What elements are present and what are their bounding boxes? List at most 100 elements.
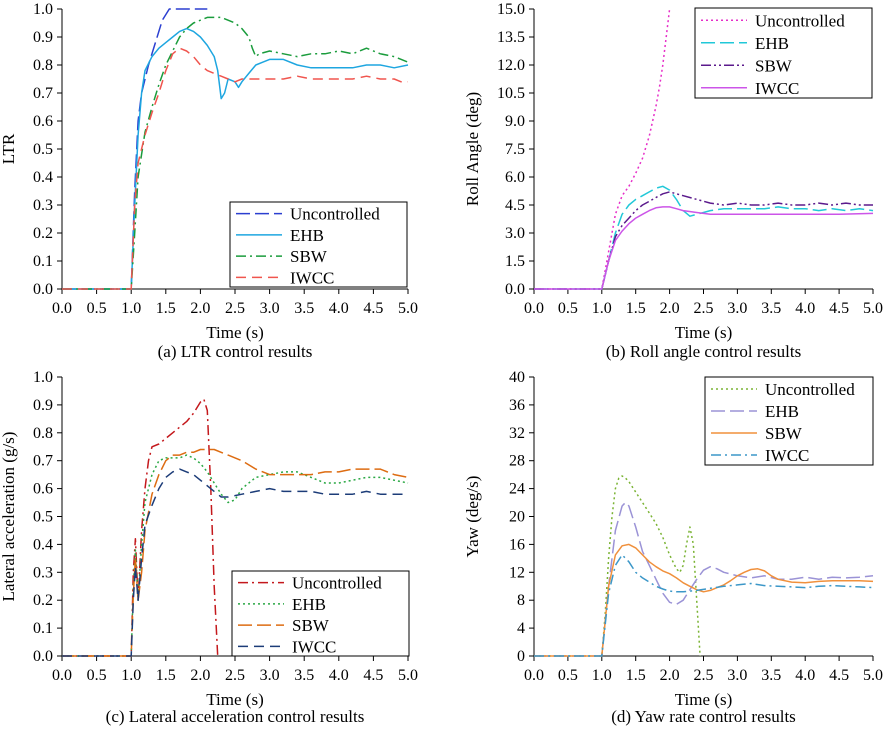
legend-label: IWCC bbox=[755, 79, 799, 98]
x-tick-label: 4.5 bbox=[829, 300, 849, 317]
x-tick-label: 2.5 bbox=[694, 667, 714, 684]
panel-caption: (c) Lateral acceleration control results bbox=[106, 707, 365, 726]
y-tick-label: 3.0 bbox=[505, 225, 525, 242]
legend: Uncontrolled EHB SBW IWCC bbox=[704, 376, 874, 466]
x-tick-label: 4.0 bbox=[329, 667, 349, 684]
panel-a: 0.0 0.5 1.0 1.5 2.0 2.5 3.0 3.5 4.0 4.5 5.0 0.0 0.1 0… bbox=[0, 1, 418, 361]
x-tick-label: 2.5 bbox=[694, 300, 714, 317]
panel-caption: (d) Yaw rate control results bbox=[611, 707, 796, 726]
y-tick-label: 13.5 bbox=[497, 29, 525, 46]
y-tick-label: 32 bbox=[509, 425, 525, 442]
y-axis-label: Roll Angle (deg) bbox=[463, 92, 482, 206]
legend: Uncontrolled EHB SBW IWCC bbox=[694, 7, 873, 99]
x-axis-label: Time (s) bbox=[206, 690, 263, 709]
x-tick-label: 0.5 bbox=[87, 300, 107, 317]
series-line-uncontrolled bbox=[62, 398, 219, 657]
series-line-sbw bbox=[534, 191, 873, 290]
legend-box bbox=[694, 7, 873, 99]
y-tick-label: 1.0 bbox=[33, 1, 53, 18]
series-line-sbw bbox=[534, 543, 874, 657]
y-tick-label: 0.7 bbox=[33, 453, 53, 470]
x-tick-label: 1.5 bbox=[626, 300, 646, 317]
legend: Uncontrolled EHB SBW IWCC bbox=[231, 570, 410, 657]
legend-label: IWCC bbox=[765, 446, 809, 465]
x-tick-label: 2.5 bbox=[225, 667, 245, 684]
legend: Uncontrolled EHB SBW IWCC bbox=[229, 201, 408, 288]
series-line-uncontrolled bbox=[62, 8, 208, 290]
y-axis-label: LTR bbox=[0, 133, 18, 164]
x-tick-label: 4.0 bbox=[795, 667, 815, 684]
x-tick-label: 1.0 bbox=[121, 667, 141, 684]
x-tick-label: 3.5 bbox=[761, 667, 781, 684]
legend-label: EHB bbox=[292, 595, 326, 614]
x-tick-label: 3.5 bbox=[294, 667, 314, 684]
y-tick-label: 36 bbox=[509, 397, 525, 414]
x-tick-label: 0.0 bbox=[524, 300, 544, 317]
y-tick-label: 9.0 bbox=[505, 113, 525, 130]
series-line-uncontrolled bbox=[534, 475, 701, 657]
x-tick-label: 1.5 bbox=[626, 667, 646, 684]
x-tick-label: 2.0 bbox=[190, 667, 210, 684]
y-tick-label: 15.0 bbox=[497, 1, 525, 18]
x-tick-label: 3.5 bbox=[761, 300, 781, 317]
panel-c: 0.0 0.5 1.0 1.5 2.0 2.5 3.0 3.5 4.0 4.5 5.0 0.0 0.1 0… bbox=[0, 369, 418, 726]
x-tick-label: 3.0 bbox=[727, 300, 747, 317]
series-line-iwcc bbox=[62, 47, 408, 290]
y-tick-label: 0.0 bbox=[505, 281, 525, 298]
x-tick-label: 4.0 bbox=[795, 300, 815, 317]
legend-label: EHB bbox=[765, 402, 799, 421]
x-tick-label: 2.0 bbox=[190, 300, 210, 317]
y-tick-label: 0.3 bbox=[33, 564, 53, 581]
y-tick-label: 0.8 bbox=[33, 57, 53, 74]
y-tick-label: 12.0 bbox=[497, 57, 525, 74]
y-tick-label: 0.0 bbox=[33, 648, 53, 665]
series-line-ehb bbox=[62, 27, 409, 290]
y-tick-label: 20 bbox=[509, 509, 525, 526]
legend-label: Uncontrolled bbox=[290, 205, 380, 224]
x-tick-label: 5.0 bbox=[398, 300, 418, 317]
legend-label: Uncontrolled bbox=[755, 11, 845, 30]
y-tick-label: 0.3 bbox=[33, 197, 53, 214]
y-tick-label: 0 bbox=[517, 648, 525, 665]
x-axis-label: Time (s) bbox=[206, 323, 263, 342]
y-tick-label: 0.5 bbox=[33, 509, 53, 526]
x-tick-label: 0.0 bbox=[52, 300, 72, 317]
panel-caption: (b) Roll angle control results bbox=[606, 342, 801, 361]
y-tick-label: 0.4 bbox=[33, 536, 53, 553]
x-tick-label: 3.0 bbox=[727, 667, 747, 684]
x-tick-label: 0.0 bbox=[524, 667, 544, 684]
y-tick-label: 0.6 bbox=[33, 113, 53, 130]
y-tick-label: 24 bbox=[509, 481, 525, 498]
x-tick-label: 1.0 bbox=[592, 667, 612, 684]
x-tick-label: 4.0 bbox=[329, 300, 349, 317]
x-tick-label: 1.0 bbox=[592, 300, 612, 317]
y-tick-label: 1.5 bbox=[505, 253, 525, 270]
x-tick-label: 2.5 bbox=[225, 300, 245, 317]
series-line-ehb bbox=[534, 501, 874, 657]
y-tick-label: 6.0 bbox=[505, 169, 525, 186]
legend-label: SBW bbox=[292, 616, 330, 635]
x-tick-label: 0.5 bbox=[558, 300, 578, 317]
series-line-uncontrolled bbox=[534, 8, 671, 290]
legend-label: EHB bbox=[755, 34, 789, 53]
y-tick-label: 0.1 bbox=[33, 620, 53, 637]
legend-label: SBW bbox=[765, 424, 803, 443]
y-tick-label: 0.2 bbox=[33, 225, 53, 242]
x-tick-label: 0.5 bbox=[558, 667, 578, 684]
panel-caption: (a) LTR control results bbox=[158, 342, 313, 361]
x-tick-label: 5.0 bbox=[863, 300, 883, 317]
legend-label: EHB bbox=[290, 226, 324, 245]
y-axis-label: Lateral acceleration (g/s) bbox=[0, 432, 18, 602]
x-tick-label: 1.0 bbox=[121, 300, 141, 317]
legend-label: Uncontrolled bbox=[765, 380, 855, 399]
y-tick-label: 7.5 bbox=[505, 141, 525, 158]
legend-box bbox=[231, 570, 410, 657]
x-tick-label: 5.0 bbox=[863, 667, 883, 684]
x-tick-label: 2.0 bbox=[660, 667, 680, 684]
series-line-iwcc bbox=[534, 206, 874, 290]
x-tick-label: 3.0 bbox=[260, 667, 280, 684]
x-tick-label: 4.5 bbox=[829, 667, 849, 684]
x-tick-label: 0.0 bbox=[52, 667, 72, 684]
y-tick-label: 16 bbox=[509, 536, 525, 553]
